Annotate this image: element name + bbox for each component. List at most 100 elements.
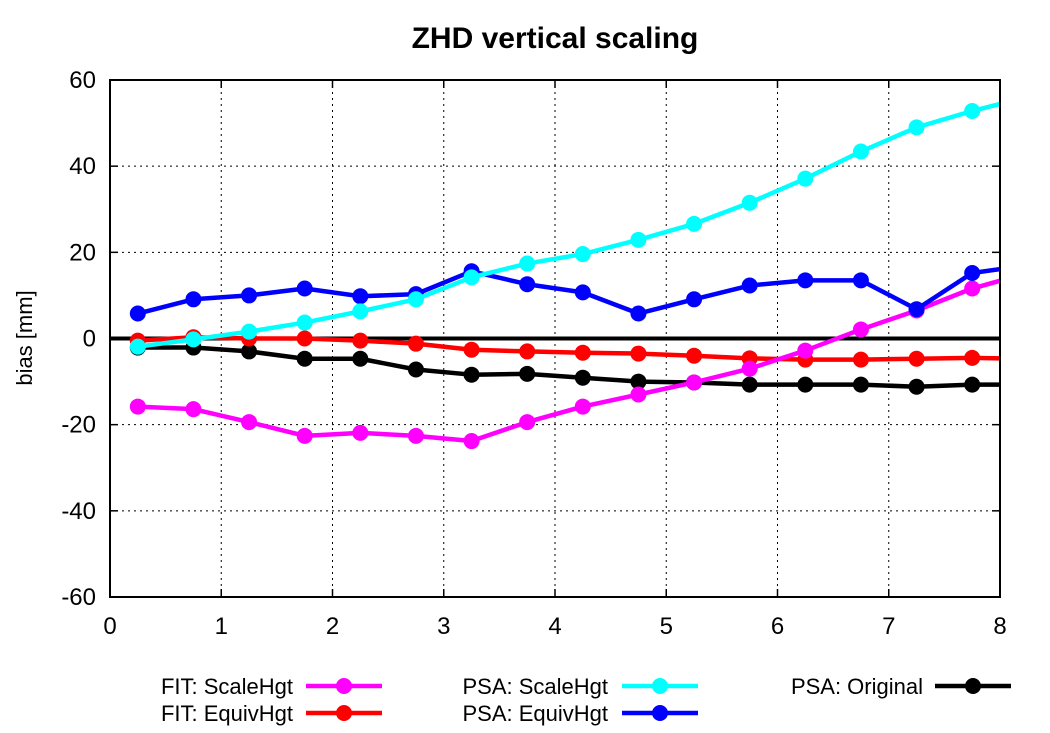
series-fit-equivhgt [129, 329, 1000, 368]
legend-label: PSA: EquivHgt [462, 701, 608, 726]
y-tick-label: -20 [61, 412, 96, 439]
data-point [852, 143, 869, 160]
data-point [964, 349, 981, 366]
data-point [1020, 377, 1036, 393]
legend-label: FIT: EquivHgt [161, 701, 293, 726]
data-point [686, 291, 703, 308]
x-tick-label: 8 [993, 613, 1006, 640]
data-point [1020, 257, 1036, 273]
chart-title: ZHD vertical scaling [412, 22, 699, 55]
legend-item-psa-original: PSA: Original [791, 674, 1011, 699]
data-point [741, 277, 758, 294]
data-point [352, 350, 369, 367]
data-point [797, 272, 814, 289]
data-point [519, 343, 536, 360]
data-point [296, 427, 313, 444]
y-tick-label: -40 [61, 498, 96, 525]
legend-item-psa-scalehgt: PSA: ScaleHgt [462, 674, 698, 699]
data-point [352, 288, 369, 305]
legend-marker [652, 705, 668, 721]
data-point [741, 376, 758, 393]
y-tick-label: 0 [83, 326, 96, 353]
series-psa-scalehgt [129, 89, 1036, 355]
data-point [630, 345, 647, 362]
data-point [964, 376, 981, 393]
x-tick-label: 5 [660, 613, 673, 640]
legend-label: PSA: ScaleHgt [462, 674, 608, 699]
data-point [630, 373, 647, 390]
data-point [241, 414, 258, 431]
data-point [463, 269, 480, 286]
data-point [241, 323, 258, 340]
data-point [630, 386, 647, 403]
series-line [137, 101, 1000, 349]
data-point [185, 291, 202, 308]
data-point [129, 305, 146, 322]
series-psa-equivhgt [129, 257, 1036, 322]
data-point [686, 374, 703, 391]
data-point [797, 376, 814, 393]
legend-label: FIT: ScaleHgt [161, 674, 293, 699]
data-point [574, 344, 591, 361]
data-point [407, 291, 424, 308]
data-point [574, 369, 591, 386]
data-point [463, 366, 480, 383]
data-point [352, 332, 369, 349]
data-point [1020, 265, 1036, 281]
data-point [129, 398, 146, 415]
x-tick-label: 2 [326, 613, 339, 640]
x-tick-label: 7 [882, 613, 895, 640]
data-point [741, 194, 758, 211]
data-point [797, 342, 814, 359]
series-layer [129, 89, 1036, 450]
x-tick-label: 0 [103, 613, 116, 640]
data-point [352, 424, 369, 441]
legend-marker [965, 678, 981, 694]
data-point [908, 378, 925, 395]
data-point [296, 314, 313, 331]
data-point [964, 280, 981, 297]
x-tick-label: 4 [548, 613, 561, 640]
data-point [296, 330, 313, 347]
tick-labels: 0 1 2 3 4 5 6 7 8 -60 -40 -20 0 20 40 60 [61, 67, 1006, 640]
data-point [241, 343, 258, 360]
series-fit-scalehgt [129, 265, 1036, 450]
data-point [574, 284, 591, 301]
data-point [574, 246, 591, 263]
data-point [185, 331, 202, 348]
legend-marker [652, 678, 668, 694]
x-tick-label: 1 [215, 613, 228, 640]
data-point [407, 335, 424, 352]
data-point [686, 215, 703, 232]
data-point [296, 350, 313, 367]
y-tick-label: -60 [61, 584, 96, 611]
data-point [1020, 89, 1036, 105]
data-point [407, 427, 424, 444]
data-point [908, 301, 925, 318]
plot-frame [109, 79, 1001, 598]
data-point [519, 276, 536, 293]
y-tick-label: 20 [69, 239, 96, 266]
data-point [852, 376, 869, 393]
legend-item-fit-scalehgt: FIT: ScaleHgt [161, 674, 382, 699]
data-point [296, 280, 313, 297]
y-tick-label: 40 [69, 153, 96, 180]
data-point [686, 347, 703, 364]
y-axis-label: bias [mm] [12, 290, 37, 385]
data-point [908, 350, 925, 367]
data-point [463, 433, 480, 450]
data-point [574, 398, 591, 415]
data-point [519, 255, 536, 272]
data-point [463, 341, 480, 358]
data-point [741, 360, 758, 377]
legend-item-fit-equivhgt: FIT: EquivHgt [161, 701, 382, 726]
data-point [797, 170, 814, 187]
data-point [519, 365, 536, 382]
data-point [185, 401, 202, 418]
y-tick-label: 60 [69, 67, 96, 94]
data-point [519, 414, 536, 431]
data-point [852, 272, 869, 289]
data-point [630, 305, 647, 322]
data-point [908, 119, 925, 136]
